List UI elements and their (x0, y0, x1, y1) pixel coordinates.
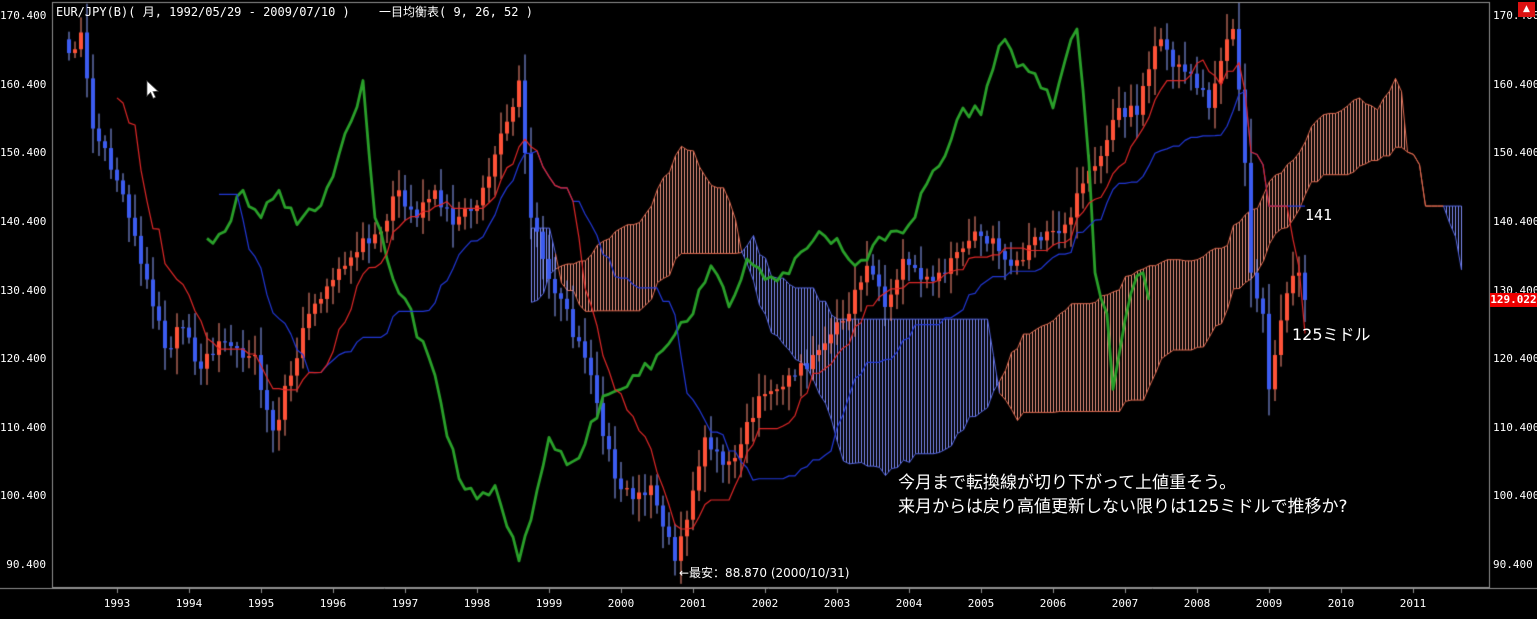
annotation-level-141: 141 (1305, 206, 1333, 224)
x-axis[interactable]: 1993 1994 1995 1996 1997 1998 1999 2000 2001 2002… (0, 592, 1537, 619)
x-axis-tick: 1997 (391, 597, 419, 610)
x-axis-tick: 2001 (679, 597, 707, 610)
x-axis-tick: 2000 (607, 597, 635, 610)
y-axis-tick-right: 150.400 (1493, 146, 1537, 160)
x-axis-tick: 2002 (751, 597, 779, 610)
annotation-record-low: ←最安：88.870 (2000/10/31) (679, 566, 850, 580)
y-axis-tick-right: 160.400 (1493, 77, 1537, 91)
x-axis-tick: 2006 (1039, 597, 1067, 610)
scroll-up-button[interactable]: ▲ (1518, 2, 1535, 17)
annotation-125-middle: 125ミドル (1292, 325, 1371, 344)
y-axis-tick-right: 100.400 (1493, 489, 1537, 503)
y-axis-tick-left: 120.400 (0, 352, 47, 366)
x-axis-tick: 2010 (1327, 597, 1355, 610)
x-axis-tick: 1999 (535, 597, 563, 610)
y-axis-tick-left: 130.400 (0, 283, 47, 297)
x-axis-tick: 2007 (1111, 597, 1139, 610)
y-axis-right[interactable]: 170.400 160.400 150.400 140.400 130.400 120.4… (1491, 0, 1537, 592)
annotation-comment-line2: 来月からは戻り高値更新しない限りは125ミドルで推移か? (898, 497, 1348, 517)
x-axis-tick: 1998 (463, 597, 491, 610)
x-axis-tick: 1993 (103, 597, 131, 610)
y-axis-tick-right: 120.400 (1493, 352, 1537, 366)
x-axis-tick: 2004 (895, 597, 923, 610)
mouse-cursor (146, 80, 159, 99)
y-axis-tick-left: 140.400 (0, 214, 47, 228)
y-axis-tick-right: 110.400 (1493, 420, 1537, 434)
y-axis-tick-left: 170.400 (0, 9, 47, 22)
y-axis-tick-left: 150.400 (0, 146, 47, 160)
y-axis-tick-left: 160.400 (0, 77, 47, 91)
x-axis-tick: 1994 (175, 597, 203, 610)
x-axis-tick: 2009 (1255, 597, 1283, 610)
y-axis-tick-right: 90.400 (1493, 558, 1533, 571)
annotation-comment-line1: 今月まで転換線が切り下がって上値重そう。 (898, 473, 1237, 493)
y-axis-tick-right: 140.400 (1493, 214, 1537, 228)
x-axis-tick: 1995 (247, 597, 275, 610)
x-axis-tick: 2003 (823, 597, 851, 610)
current-price-marker: 129.022 (1490, 293, 1537, 307)
x-axis-tick: 1996 (319, 597, 347, 610)
y-axis-tick-left: 90.400 (6, 558, 46, 571)
up-arrow-icon: ▲ (1523, 4, 1530, 14)
symbol-title: EUR/JPY(B)( 月, 1992/05/29 - 2009/07/10 ) (56, 5, 350, 19)
y-axis-left[interactable]: 170.400 160.400 150.400 140.400 130.400 120.4… (0, 0, 50, 592)
x-axis-tick: 2011 (1399, 597, 1427, 610)
y-axis-tick-left: 110.400 (0, 420, 47, 434)
y-axis-tick-left: 100.400 (0, 489, 47, 503)
chart-title-bar: EUR/JPY(B)( 月, 1992/05/29 - 2009/07/10 )… (56, 3, 533, 20)
indicator-title: 一目均衡表( 9, 26, 52 ) (379, 5, 533, 19)
x-axis-tick: 2008 (1183, 597, 1211, 610)
x-axis-tick: 2005 (967, 597, 995, 610)
